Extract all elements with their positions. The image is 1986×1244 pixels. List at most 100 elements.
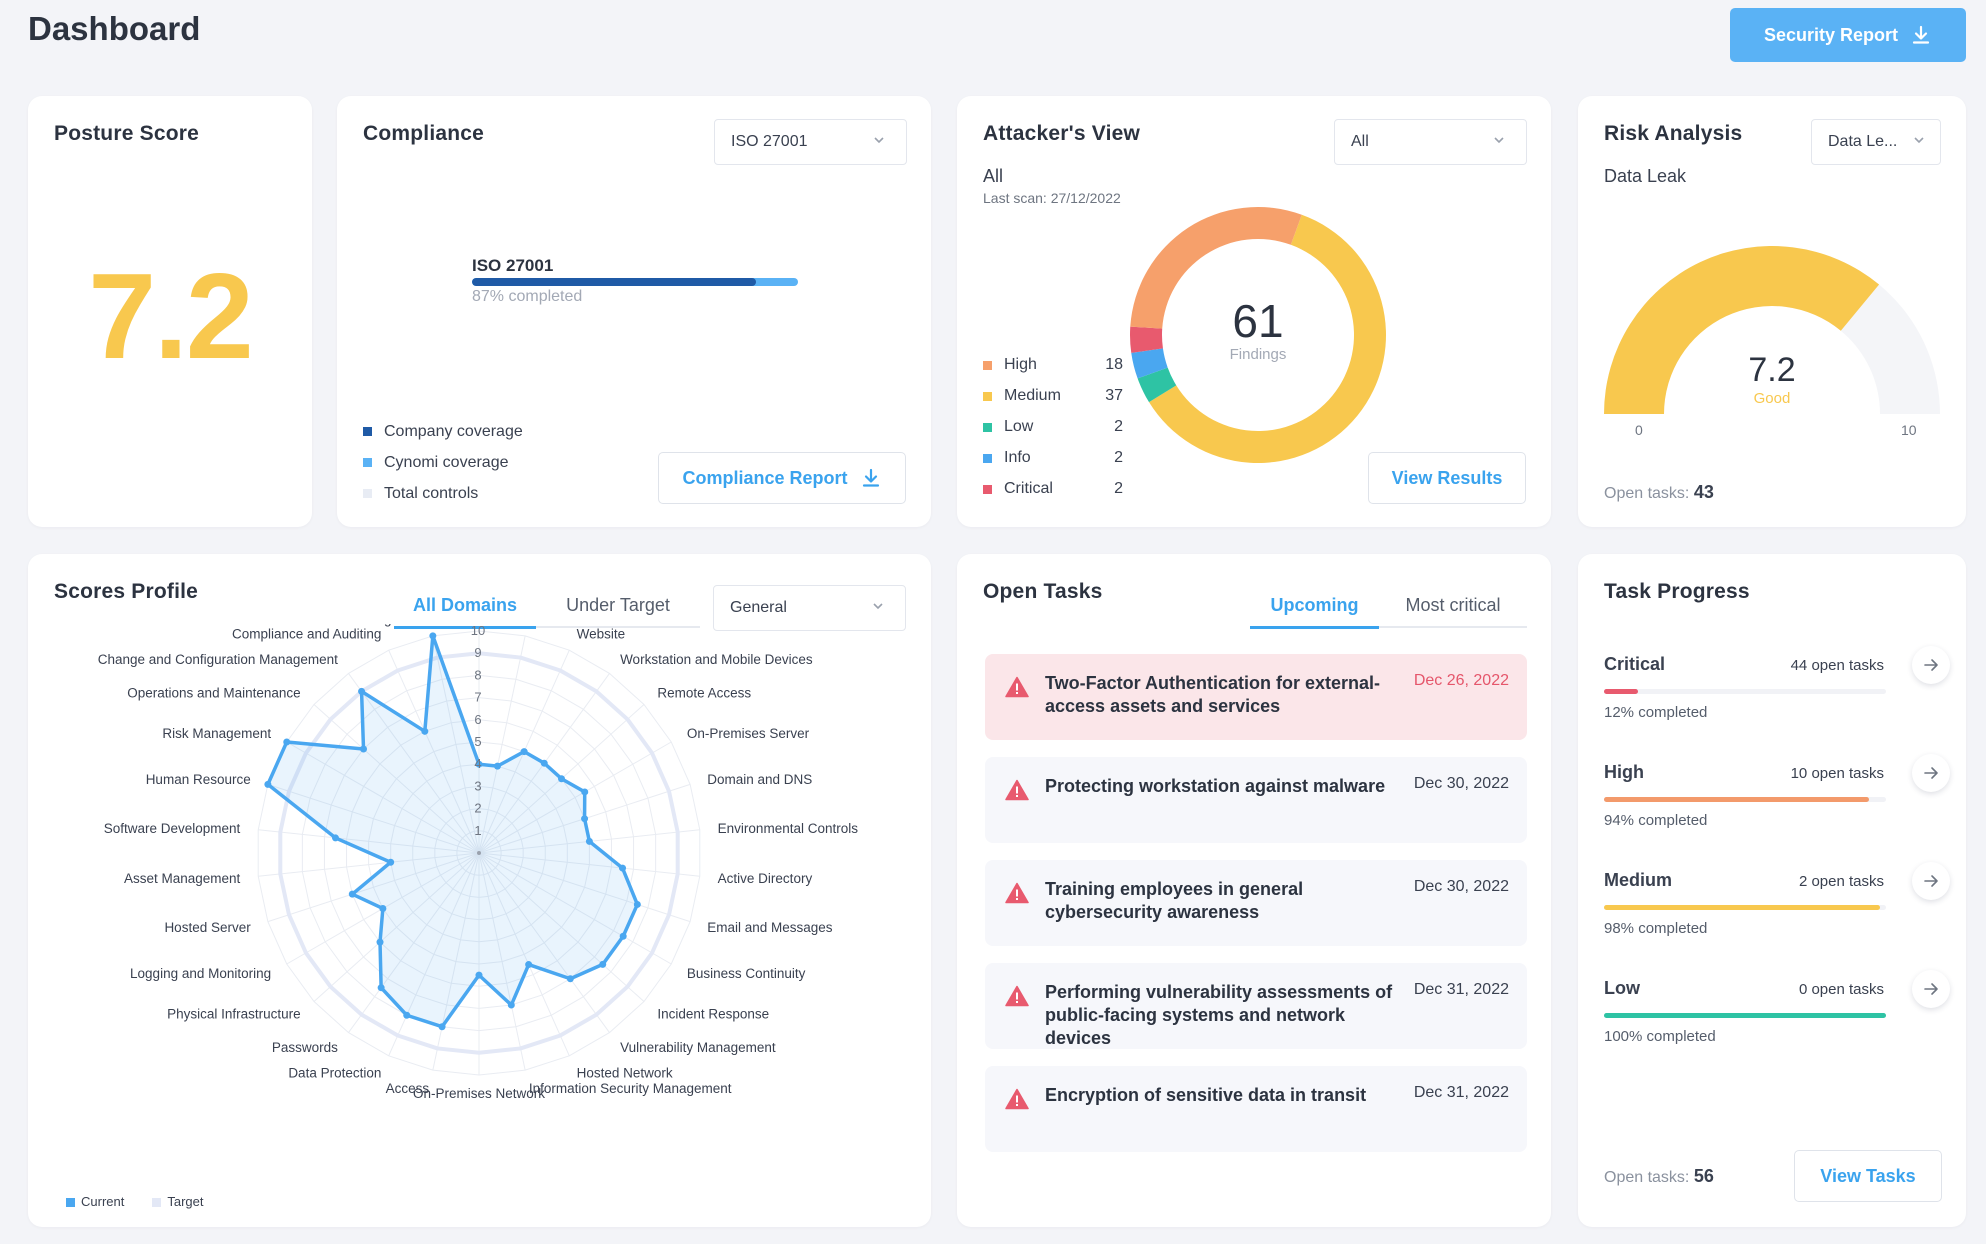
compliance-bar-track [472, 278, 798, 286]
radar-tick-label: 4 [474, 756, 481, 771]
progress-open-button[interactable] [1912, 646, 1950, 684]
compliance-card: Compliance ISO 27001 ISO 27001 87% compl… [337, 96, 931, 527]
progress-open-count: 10 open tasks [1790, 765, 1884, 782]
scores-category-select[interactable]: General [713, 585, 906, 631]
compliance-standard-select[interactable]: ISO 27001 [714, 119, 907, 165]
scores-radar-chart: 12345678910AwarenessSaaSWebsiteWorkstati… [98, 624, 858, 1101]
radar-spoke [258, 829, 480, 854]
progress-percent: 98% completed [1604, 920, 1708, 937]
radar-spoke [388, 649, 480, 854]
warning-icon [1005, 985, 1029, 1007]
radar-category-label: Domain and DNS [707, 772, 812, 787]
radar-spoke [478, 852, 672, 965]
findings-row-label: Critical [1004, 480, 1053, 497]
compliance-report-button[interactable]: Compliance Report [658, 452, 906, 504]
posture-score-value: 7.2 [88, 248, 254, 384]
radar-category-label: Physical Infrastructure [167, 1007, 301, 1022]
risk-type-select[interactable]: Data Le... [1811, 119, 1941, 165]
radar-point [331, 834, 339, 842]
radar-target-series [278, 651, 680, 1055]
progress-track [1604, 905, 1886, 910]
legend-target: Target [152, 1194, 204, 1209]
radar-point [493, 762, 501, 770]
tab-upcoming[interactable]: Upcoming [1250, 595, 1379, 629]
radar-point [421, 727, 429, 735]
task-item[interactable]: Encryption of sensitive data in transit D… [985, 1066, 1527, 1152]
radar-spoke [478, 852, 700, 877]
risk-analysis-card: Risk Analysis Data Le... Data Leak 7.2 G… [1578, 96, 1966, 527]
task-item[interactable]: Protecting workstation against malware De… [985, 757, 1527, 843]
task-item[interactable]: Training employees in general cybersecur… [985, 860, 1527, 946]
view-tasks-button[interactable]: View Tasks [1794, 1150, 1942, 1202]
attackers-view-select[interactable]: All [1334, 119, 1527, 165]
findings-total: 61 [1232, 295, 1284, 347]
legend-swatch [983, 453, 992, 463]
tab-most-critical[interactable]: Most critical [1379, 595, 1527, 628]
legend-swatch [983, 360, 992, 370]
legend-cynomi-coverage: Cynomi coverage [363, 447, 523, 478]
warning-icon [1005, 882, 1029, 904]
radar-point [581, 815, 589, 823]
radar-category-label: Service Provider Management [248, 624, 430, 626]
radar-point [264, 780, 272, 788]
task-due-date: Dec 26, 2022 [1413, 672, 1509, 689]
warning-icon [1005, 1088, 1029, 1110]
radar-category-label: Hosted Network [577, 1065, 673, 1080]
download-icon [1912, 25, 1930, 44]
radar-spoke [267, 852, 480, 923]
findings-row-value: 2 [1114, 449, 1123, 466]
findings-row-label: Low [1004, 418, 1034, 435]
progress-open-button[interactable] [1912, 862, 1950, 900]
progress-open-button[interactable] [1912, 754, 1950, 792]
tab-under-target[interactable]: Under Target [536, 595, 700, 628]
scores-profile-title: Scores Profile [54, 580, 199, 603]
risk-gauge-value: 7.2 [1748, 351, 1796, 389]
risk-gauge-max: 10 [1901, 422, 1917, 438]
progress-open-tasks: Open tasks: 56 [1604, 1166, 1714, 1186]
arrow-right-icon [1924, 875, 1938, 887]
radar-point [377, 984, 385, 992]
radar-category-label: SaaS [529, 624, 562, 626]
radar-category-label: Software Development [104, 821, 241, 836]
findings-row-value: 2 [1114, 418, 1123, 435]
task-item[interactable]: Performing vulnerability assessments of … [985, 963, 1527, 1049]
risk-gauge-min: 0 [1635, 422, 1643, 438]
radar-spoke [348, 673, 480, 854]
findings-total-label: Findings [1229, 346, 1287, 363]
task-due-date: Dec 30, 2022 [1413, 775, 1509, 792]
view-results-button[interactable]: View Results [1368, 452, 1526, 504]
security-report-button[interactable]: Security Report [1730, 8, 1966, 62]
chevron-down-icon [873, 603, 883, 610]
task-item[interactable]: Two-Factor Authentication for external-a… [985, 654, 1527, 740]
chevron-down-icon [874, 137, 884, 144]
progress-open-count: 44 open tasks [1790, 657, 1884, 674]
radar-category-label: Incident Response [657, 1007, 769, 1022]
radar-point [619, 864, 627, 872]
radar-category-label: Website [577, 627, 626, 642]
radar-category-label: Information Security Management [529, 1081, 732, 1096]
radar-point [403, 1011, 411, 1019]
findings-row-info: Info 2 [983, 446, 1123, 470]
security-report-label: Security Report [1763, 24, 1899, 45]
radar-current-series [266, 634, 640, 1029]
attackers-select-value: All [1351, 133, 1369, 150]
radar-spoke [286, 741, 480, 854]
radar-category-label: Passwords [272, 1040, 338, 1055]
compliance-bar-label: ISO 27001 [472, 256, 554, 275]
legend-swatch [983, 422, 992, 432]
progress-open-button[interactable] [1912, 970, 1950, 1008]
radar-point [387, 858, 395, 866]
radar-legend: Current Target [66, 1194, 204, 1209]
radar-tick-label: 6 [474, 712, 481, 727]
radar-tick-label: 10 [471, 624, 485, 638]
attackers-view-card: Attacker's View All All Last scan: 27/12… [957, 96, 1551, 527]
radar-category-label: Active Directory [718, 871, 813, 886]
risk-open-tasks-count: 43 [1693, 482, 1714, 502]
tab-all-domains[interactable]: All Domains [394, 595, 536, 629]
donut-slice-low [1137, 367, 1177, 403]
compliance-title: Compliance [363, 122, 485, 145]
compliance-report-label: Compliance Report [682, 467, 848, 488]
posture-score-title: Posture Score [54, 122, 199, 145]
radar-spoke [478, 852, 610, 1033]
risk-subtitle: Data Leak [1604, 166, 1687, 186]
